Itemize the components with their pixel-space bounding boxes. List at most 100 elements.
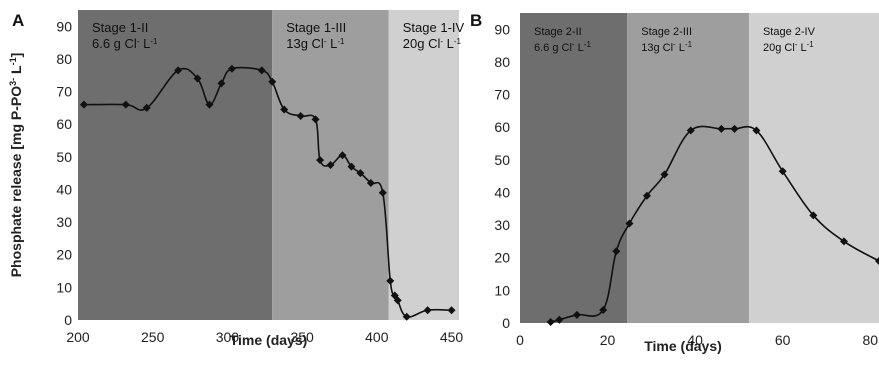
panel-a-ytick-30: 30 xyxy=(56,214,72,230)
panel-a-ytick-10: 10 xyxy=(56,279,72,295)
panel-a-stage-conc-1: 6.6 g Cl- L-1 xyxy=(92,36,158,51)
panel-a-xtick-300: 300 xyxy=(216,329,240,345)
stage-conc-value: 13g Cl xyxy=(641,42,673,54)
panel-b-stage-label-1: Stage 2-II xyxy=(534,26,582,38)
panel-a-data-point-3 xyxy=(142,103,151,112)
panel-b-data-point-14 xyxy=(809,211,818,220)
panel-a-stage-label-2: Stage 1-III xyxy=(286,20,346,35)
stage-conc-unit-sup: -1 xyxy=(150,37,158,46)
panel-b-data-point-7 xyxy=(642,191,651,200)
panel-b-ytick-80: 80 xyxy=(494,54,510,70)
panel-a-data-point-18 xyxy=(356,169,365,178)
panel-a-xtick-400: 400 xyxy=(365,329,389,345)
panel-a-ytick-0: 0 xyxy=(64,312,72,328)
panel-b-stage-conc-3: 20g Cl- L-1 xyxy=(763,40,814,55)
y-axis-label-unit: L xyxy=(8,65,24,78)
panel-a-stage-label-1: Stage 1-II xyxy=(92,20,148,35)
panel-b-x-axis-label: Time (days) xyxy=(644,338,722,354)
stage-conc-value: 20g Cl xyxy=(763,42,795,54)
y-axis-label-sup2: -1 xyxy=(8,57,18,65)
panel-b-data-point-12 xyxy=(752,126,761,135)
stage-conc-sup: - xyxy=(795,40,798,49)
panel-a-data-point-5 xyxy=(193,74,202,83)
stage-conc-unit: L xyxy=(443,36,454,51)
panel-a-stage-band-1 xyxy=(78,10,273,320)
y-axis-label-sup: 3- xyxy=(8,78,18,86)
panel-a-ytick-80: 80 xyxy=(56,51,72,67)
panel-a-ytick-90: 90 xyxy=(56,18,72,34)
panel-b-data-point-13 xyxy=(778,167,787,176)
stage-conc-unit-sup: -1 xyxy=(807,40,815,49)
panel-b-ytick-60: 60 xyxy=(494,119,510,135)
stage-conc-value: 6.6 g Cl xyxy=(534,42,572,54)
stage-conc-unit-sup: -1 xyxy=(685,40,693,49)
panel-a-data-point-10 xyxy=(268,77,277,86)
panel-a-ytick-60: 60 xyxy=(56,116,72,132)
stage-conc-sup: - xyxy=(572,40,575,49)
panel-b-ytick-40: 40 xyxy=(494,184,510,200)
y-axis-label: Phosphate release [mg P-PO3- L-1] xyxy=(8,53,24,278)
stage-conc-value: 13g Cl xyxy=(286,36,324,51)
panel-a-ytick-70: 70 xyxy=(56,84,72,100)
panel-a-data-point-11 xyxy=(280,105,289,114)
panel-b-data-point-15 xyxy=(839,237,848,246)
stage-conc-unit-sup: -1 xyxy=(454,37,462,46)
panel-b-xtick-40: 40 xyxy=(687,332,703,348)
panel-a-data-point-21 xyxy=(386,276,395,285)
panel-b-data-point-2 xyxy=(555,315,564,324)
panel-a-xtick-250: 250 xyxy=(141,329,165,345)
stage-conc-unit-sup: -1 xyxy=(584,40,592,49)
panel-b-stage-label-2: Stage 2-III xyxy=(641,26,692,38)
panel-a-xtick-450: 450 xyxy=(440,329,464,345)
panel-a-data-point-4 xyxy=(174,66,183,75)
panel-b-data-point-5 xyxy=(612,247,621,256)
stage-conc-value: 6.6 g Cl xyxy=(92,36,137,51)
panel-b-ytick-20: 20 xyxy=(494,250,510,266)
panel-a-ytick-50: 50 xyxy=(56,149,72,165)
panel-b-data-point-3 xyxy=(572,310,581,319)
panel-a-data-point-25 xyxy=(423,306,432,315)
panel-a-ytick-20: 20 xyxy=(56,247,72,263)
panel-b-data-point-16 xyxy=(875,257,879,265)
panel-b-stage-band-1 xyxy=(520,13,628,323)
panel-b-ytick-10: 10 xyxy=(494,282,510,298)
y-axis-label-main: Phosphate release [mg P-PO xyxy=(8,86,24,278)
panel-b-ytick-70: 70 xyxy=(494,87,510,103)
panel-a-stage-conc-2: 13g Cl- L-1 xyxy=(286,36,345,51)
panel-a-stage-band-3 xyxy=(388,10,459,320)
panel-b-stage-conc-1: 6.6 g Cl- L-1 xyxy=(534,40,591,55)
stage-conc-unit: L xyxy=(797,42,806,54)
stage-conc-sup: - xyxy=(324,37,327,46)
panel-a-data-point-17 xyxy=(347,162,356,171)
panel-b-ytick-30: 30 xyxy=(494,217,510,233)
panel-b-data-point-1 xyxy=(546,318,555,327)
panel-a-data-point-19 xyxy=(366,178,375,187)
stage-conc-unit: L xyxy=(575,42,584,54)
panel-a-data-point-7 xyxy=(217,79,226,88)
panel-a-data-point-16 xyxy=(338,151,347,160)
stage-conc-sup: - xyxy=(673,40,676,49)
panel-b-ytick-50: 50 xyxy=(494,152,510,168)
panel-a-xtick-200: 200 xyxy=(66,329,90,345)
panel-a-data-point-15 xyxy=(326,161,335,169)
panel-b-stage-band-3 xyxy=(748,13,879,323)
panel-a-data-point-23 xyxy=(393,296,402,305)
panel-b-ytick-0: 0 xyxy=(502,315,510,331)
stage-conc-sup: - xyxy=(440,37,443,46)
panel-a-data-point-13 xyxy=(311,115,320,124)
panel-b-stage-band-2 xyxy=(627,13,749,323)
panel-a-data-point-9 xyxy=(257,66,266,75)
panel-a-stage-conc-3: 20g Cl- L-1 xyxy=(403,36,462,51)
panel-a-data-point-2 xyxy=(121,100,130,109)
panel-a-data-point-14 xyxy=(316,156,325,165)
panel-b-xtick-80: 80 xyxy=(862,332,878,348)
panel-b-data-point-10 xyxy=(717,124,726,133)
panel-a-label: A xyxy=(12,11,24,30)
panel-b-data-point-11 xyxy=(730,124,739,133)
panel-a-xtick-350: 350 xyxy=(290,329,314,345)
stage-conc-unit: L xyxy=(326,36,337,51)
panel-a-x-axis-label: Time (days) xyxy=(230,332,308,348)
